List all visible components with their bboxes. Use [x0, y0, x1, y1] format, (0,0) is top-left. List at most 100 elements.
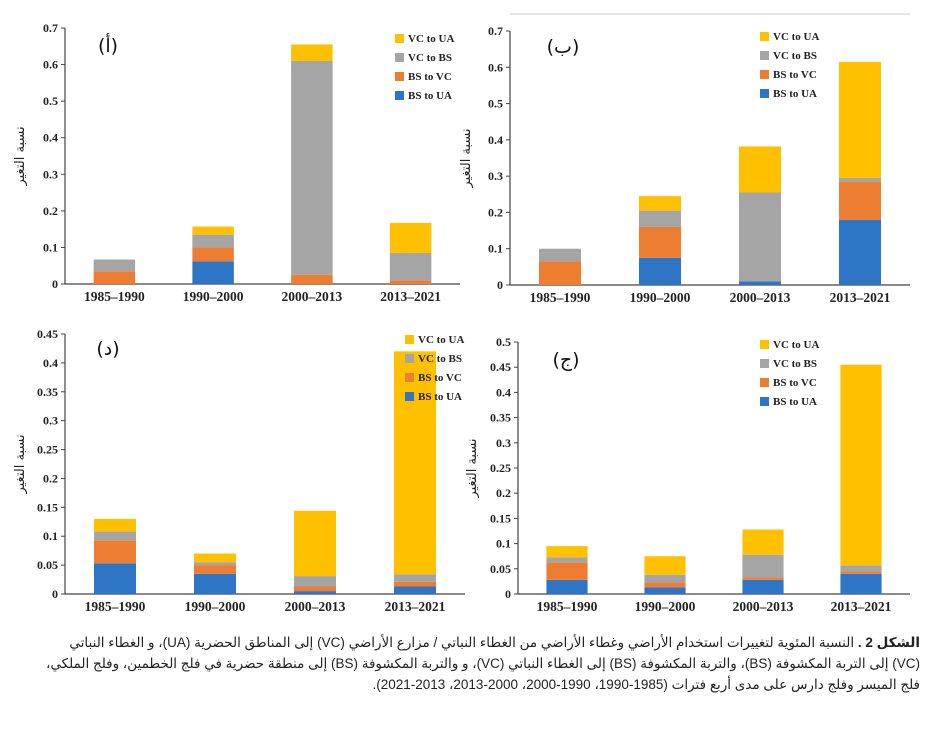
legend-label: VC to BS — [408, 52, 452, 64]
x-tick-label: 2013–2021 — [831, 599, 892, 614]
x-tick-label: 2000–2013 — [285, 599, 346, 614]
x-tick-label: 2000–2013 — [730, 290, 791, 305]
bar-segment — [644, 582, 686, 588]
x-tick-label: 2013–2021 — [830, 290, 891, 305]
legend-swatch — [760, 89, 769, 98]
legend-label: BS to UA — [408, 90, 452, 102]
bar-segment — [644, 574, 686, 583]
legend-swatch — [760, 359, 769, 368]
y-tick-label: 0.35 — [490, 411, 511, 425]
y-axis-title: نسبة التغير — [13, 434, 28, 494]
y-tick-label: 0 — [497, 278, 503, 292]
bar-segment — [94, 540, 136, 564]
y-tick-label: 0.5 — [488, 97, 503, 111]
chart-legend: VC to UA VC to BS BS to VC BS to UA — [760, 339, 819, 408]
x-tick-label: 1985–1990 — [84, 289, 145, 304]
bar-segment — [294, 510, 336, 577]
y-tick-label: 0.25 — [37, 443, 58, 457]
x-tick-label: 2000–2013 — [282, 289, 343, 304]
legend-swatch — [760, 340, 769, 349]
y-tick-label: 0.6 — [43, 58, 58, 72]
y-tick-label: 0.1 — [488, 242, 503, 256]
bar-segment — [389, 252, 432, 281]
x-tick-label: 1990–2000 — [635, 599, 696, 614]
y-axis-title: نسبة التغير — [459, 128, 474, 188]
legend-swatch — [760, 70, 769, 79]
bar-segment — [839, 219, 881, 285]
legend-swatch — [405, 373, 414, 382]
bar-segment — [394, 351, 436, 575]
bar-segment — [194, 553, 236, 563]
bar-segment — [739, 146, 781, 193]
x-tick-label: 1985–1990 — [530, 290, 591, 305]
legend-label: VC to UA — [773, 31, 819, 43]
bar-segment — [840, 364, 882, 566]
legend-swatch — [395, 34, 404, 43]
y-axis-title: نسبة التغير — [13, 126, 28, 186]
y-tick-label: 0.6 — [488, 60, 503, 74]
y-tick-label: 0.4 — [496, 385, 511, 399]
bar-segment — [739, 192, 781, 282]
y-tick-label: 0.3 — [496, 436, 511, 450]
x-tick-label: 1985–1990 — [537, 599, 598, 614]
chart-legend: VC to UA VC to BS BS to VC BS to UA — [760, 31, 819, 100]
y-tick-label: 0.05 — [490, 562, 511, 576]
bar-segment — [539, 261, 581, 285]
bar-segment — [639, 210, 681, 227]
chart-legend: VC to UA VC to BS BS to VC BS to UA — [405, 334, 464, 403]
y-tick-label: 0.2 — [488, 205, 503, 219]
bar-segment — [839, 177, 881, 182]
bar-segment — [94, 518, 136, 532]
chart-panel-4: 0 0.05 0.1 0.15 0.2 0.25 0.3 0.35 0.4 0.45 0.5 نسبة… — [465, 335, 910, 614]
bar-segment — [742, 529, 784, 555]
caption-prefix: الشكل 2 . — [857, 635, 920, 650]
caption-text: النسبة المئوية لتغييرات استخدام الأراضي … — [46, 635, 920, 692]
legend-label: BS to VC — [408, 71, 452, 83]
legend-label: VC to BS — [418, 353, 462, 365]
y-tick-label: 0.3 — [43, 167, 58, 181]
bar-segment — [194, 565, 236, 574]
legend-label: BS to UA — [418, 391, 462, 403]
x-tick-label: 2013–2021 — [380, 289, 441, 304]
panel-label: (ج) — [552, 349, 579, 371]
y-tick-label: 0.2 — [43, 204, 58, 218]
x-tick-label: 1990–2000 — [185, 599, 246, 614]
legend-swatch — [760, 51, 769, 60]
y-tick-label: 0.5 — [43, 94, 58, 108]
y-tick-label: 0.1 — [496, 537, 511, 551]
y-tick-label: 0.25 — [490, 461, 511, 475]
legend-swatch — [760, 397, 769, 406]
legend-swatch — [760, 32, 769, 41]
bar-segment — [291, 44, 333, 61]
bar-segment — [394, 574, 436, 582]
y-tick-label: 0.4 — [43, 131, 58, 145]
legend-swatch — [395, 91, 404, 100]
legend-label: VC to UA — [408, 33, 454, 45]
bar-segment — [742, 554, 784, 578]
legend-label: BS to UA — [773, 88, 817, 100]
bar-segment — [840, 571, 882, 574]
bar-segment — [394, 586, 436, 594]
bar-segment — [394, 581, 436, 587]
figure-caption: الشكل 2 . النسبة المئوية لتغييرات استخدا… — [40, 632, 920, 695]
bar-segment — [192, 247, 234, 262]
y-tick-label: 0.4 — [43, 356, 58, 370]
legend-label: VC to UA — [773, 339, 819, 351]
bar-segment — [291, 274, 333, 284]
bar-segment — [291, 60, 333, 275]
legend-label: VC to BS — [773, 50, 817, 62]
legend-swatch — [405, 354, 414, 363]
bar-segment — [546, 562, 588, 580]
bar-segment — [644, 587, 686, 594]
chart-panel-3: 0 0.05 0.1 0.15 0.2 0.25 0.3 0.35 0.4 0.45 نسبة ال… — [13, 327, 465, 614]
bar-segment — [294, 576, 336, 587]
bar-segment — [539, 248, 581, 262]
y-tick-label: 0.7 — [488, 24, 503, 38]
x-tick-label: 2013–2021 — [385, 599, 446, 614]
bar-segment — [294, 591, 336, 594]
y-tick-label: 0.2 — [43, 471, 58, 485]
legend-swatch — [395, 72, 404, 81]
y-tick-label: 0.7 — [43, 21, 58, 35]
x-tick-label: 2000–2013 — [733, 599, 794, 614]
legend-label: BS to VC — [773, 69, 817, 81]
